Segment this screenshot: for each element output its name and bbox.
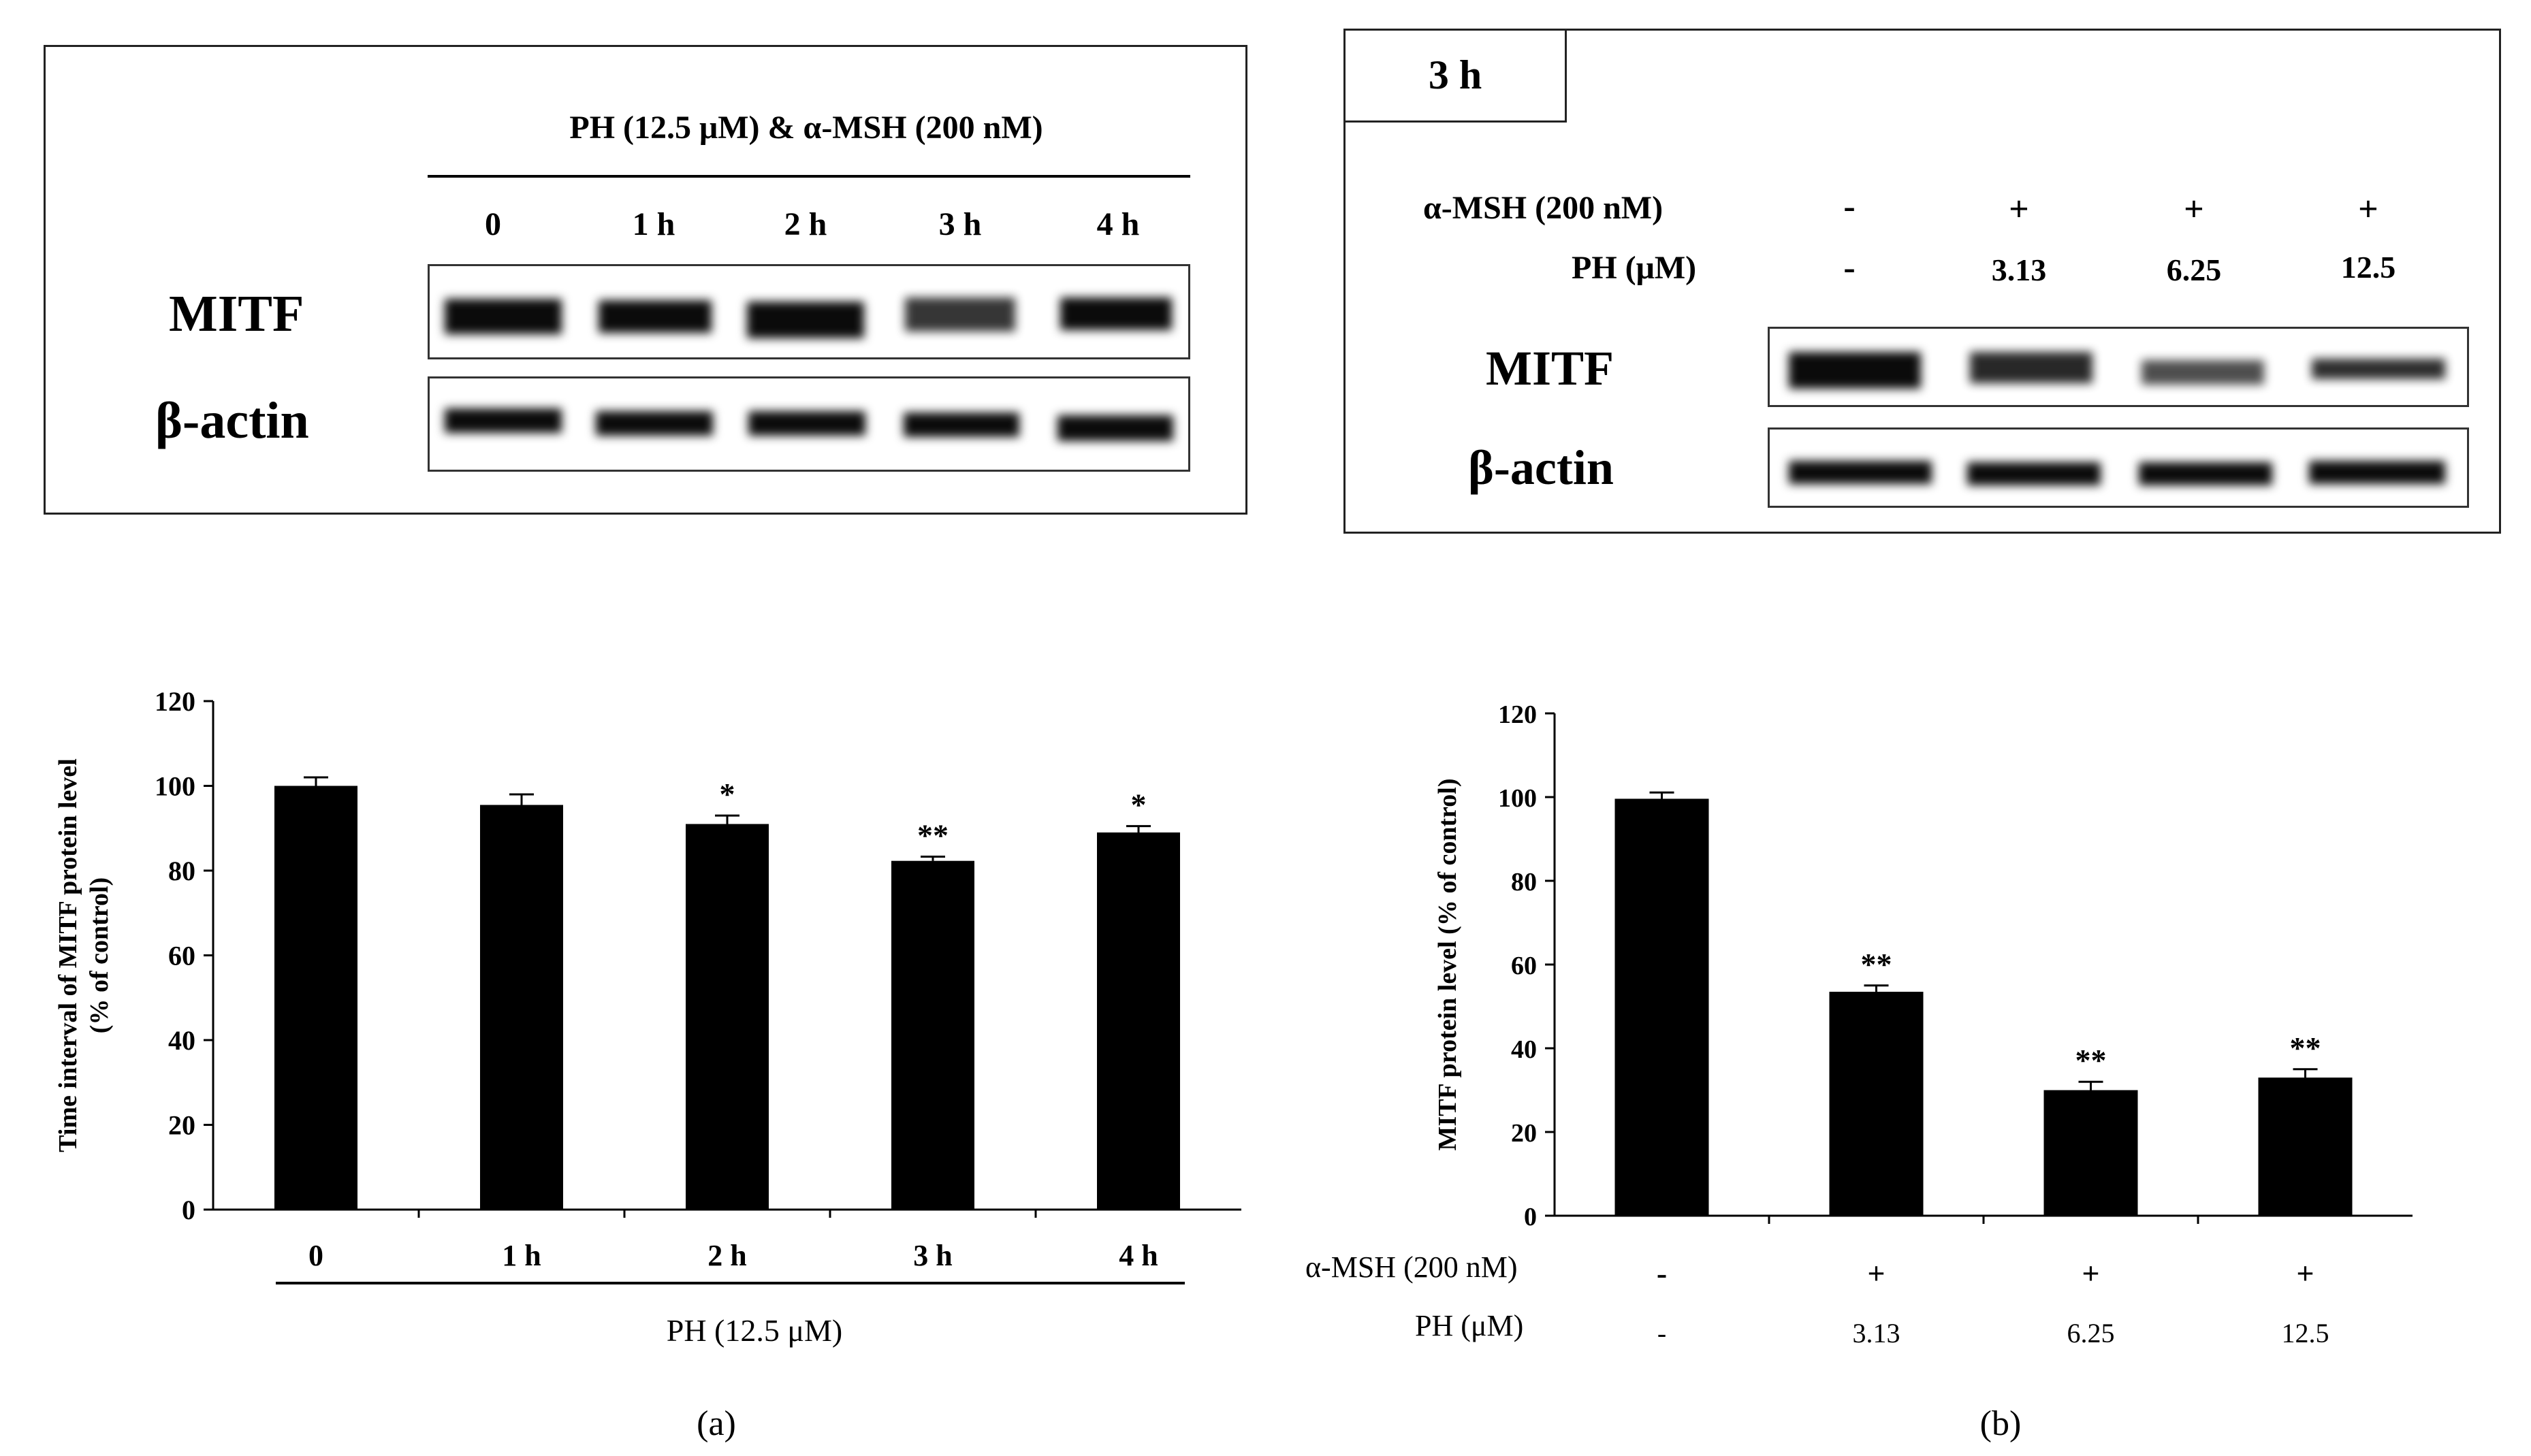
- chart-a-bar: [686, 824, 769, 1210]
- chart-b-bar: [2258, 1078, 2353, 1216]
- blot-a-mitf-band-2: [599, 300, 712, 333]
- chart-a-y-axis-title: (% of control): [85, 877, 114, 1033]
- blot-a-lane-1: 1 h: [632, 206, 675, 242]
- blot-a-treatment-label: PH (12.5 μM) & α-MSH (200 nM): [569, 110, 1043, 146]
- blot-b-mitf-band-2: [1970, 352, 2092, 383]
- blot-b-msh-label: α-MSH (200 nM): [1423, 190, 1664, 226]
- chart-a-significance-marker: **: [917, 818, 949, 852]
- blot-a-actin-band-4: [904, 412, 1019, 437]
- blot-a-mitf-band-1: [445, 299, 562, 334]
- chart-b: 0 20 40 60 80 100 120 - - ** +3.13 ** +6.25 ** +12.5 MI…: [1433, 700, 2413, 1348]
- chart-a-y-tick-label: 0: [182, 1195, 195, 1225]
- chart-b-msh-value: +: [1867, 1256, 1885, 1291]
- chart-b-bar: [2043, 1090, 2138, 1216]
- chart-b-ph-value: 12.5: [2282, 1318, 2329, 1348]
- blot-a-actin-band-1: [445, 408, 562, 433]
- chart-b-y-tick-label: 100: [1498, 784, 1537, 813]
- blot-a-row-actin: β-actin: [155, 392, 309, 449]
- blot-a-actin-band-3: [748, 411, 865, 436]
- chart-a-group-label: PH (12.5 μM): [666, 1313, 843, 1348]
- chart-a-significance-marker: *: [720, 777, 735, 811]
- blot-b-actin-band-3: [2139, 462, 2272, 485]
- caption-b: (b): [1979, 1404, 2022, 1443]
- chart-b-significance-marker: **: [2290, 1031, 2321, 1065]
- chart-a-y-tick-label: 60: [168, 941, 195, 971]
- blot-a-lane-3: 3 h: [938, 206, 982, 242]
- blot-a-lane-4: 4 h: [1096, 206, 1140, 242]
- chart-a-category-label: 2 h: [707, 1239, 746, 1272]
- blot-b-ph-label: PH (μM): [1572, 250, 1697, 286]
- chart-a-category-label: 3 h: [913, 1239, 952, 1272]
- blot-a-actin-band-5: [1057, 415, 1173, 441]
- chart-a-y-tick-label: 80: [168, 856, 195, 886]
- chart-a-y-tick-label: 120: [155, 686, 195, 717]
- chart-a-significance-marker: *: [1131, 788, 1147, 822]
- blot-b-msh-value-3: +: [2184, 190, 2204, 229]
- blot-b-mitf-band-1: [1789, 352, 1921, 389]
- chart-a-y-tick-label: 40: [168, 1025, 195, 1056]
- blot-b-row-actin: β-actin: [1468, 440, 1614, 495]
- chart-b-ph-value: 6.25: [2067, 1318, 2115, 1348]
- blot-a-mitf-band-5: [1060, 297, 1172, 330]
- blot-a-lane-0: 0: [485, 206, 501, 242]
- chart-b-bar: [1614, 798, 1709, 1216]
- blot-b-msh-value-1: -: [1843, 187, 1856, 226]
- blot-b-actin-band-1: [1789, 461, 1932, 484]
- blot-b-actin-band-2: [1967, 462, 2101, 485]
- chart-a-bar: [274, 786, 357, 1210]
- blot-b-msh-value-2: +: [2009, 190, 2029, 229]
- blot-b-actin-band-4: [2309, 461, 2445, 484]
- blot-b-ph-value-2: 3.13: [1991, 253, 2047, 287]
- blot-b-mitf-strip: [1768, 327, 2469, 407]
- blot-b-time-box: [1343, 29, 1567, 123]
- chart-b-y-tick-label: 60: [1511, 952, 1537, 980]
- chart-a-y-tick-label: 100: [155, 771, 195, 802]
- chart-a-bar: [1097, 832, 1180, 1210]
- chart-b-significance-marker: **: [1861, 947, 1892, 982]
- chart-b-significance-marker: **: [2075, 1043, 2107, 1078]
- chart-a-category-label: 1 h: [502, 1239, 541, 1272]
- blot-b-time-label: 3 h: [1428, 52, 1482, 97]
- chart-a-bar: [891, 860, 974, 1210]
- blot-b-ph-value-4: 12.5: [2340, 250, 2396, 285]
- blot-a-treatment-line: [428, 175, 1190, 178]
- blot-a-mitf-strip: [428, 264, 1190, 359]
- chart-a-bar: [480, 805, 563, 1210]
- blot-b-ph-value-1: -: [1843, 248, 1856, 287]
- blot-b-mitf-band-3: [2142, 360, 2264, 385]
- caption-a: (a): [697, 1404, 736, 1443]
- chart-a-group-line: [276, 1282, 1185, 1284]
- chart-b-y-axis-title: MITF protein level (% of control): [1433, 778, 1462, 1150]
- chart-b-y-tick-label: 0: [1524, 1203, 1537, 1231]
- chart-b-y-tick-label: 120: [1498, 700, 1537, 729]
- chart-b-msh-value: +: [2082, 1256, 2099, 1291]
- blot-a-row-mitf: MITF: [169, 285, 304, 342]
- blot-b-ph-value-3: 6.25: [2166, 253, 2222, 287]
- blot-a-actin-strip: [428, 376, 1190, 472]
- blot-b-msh-value-4: +: [2358, 190, 2378, 229]
- blot-b-row-mitf: MITF: [1486, 341, 1614, 395]
- chart-b-msh-row-label: α-MSH (200 nM): [1305, 1250, 1518, 1284]
- chart-a-y-tick-label: 20: [168, 1110, 195, 1141]
- chart-b-y-tick-label: 20: [1511, 1119, 1537, 1148]
- chart-a: 0 20 40 60 80 100 120 0 1 h * 2 h ** 3 h * 4 h Time int…: [54, 686, 1241, 1272]
- chart-a-category-label: 4 h: [1119, 1239, 1158, 1272]
- chart-b-bar: [1829, 991, 1924, 1216]
- chart-b-ph-value: -: [1657, 1318, 1666, 1348]
- chart-b-y-tick-label: 80: [1511, 868, 1537, 896]
- blot-b-mitf-band-4: [2312, 359, 2445, 379]
- chart-a-category-label: 0: [308, 1239, 323, 1272]
- chart-b-y-tick-label: 40: [1511, 1035, 1537, 1064]
- blot-a-mitf-band-3: [747, 302, 864, 338]
- chart-a-y-axis-title: Time interval of MITF protein level: [54, 758, 82, 1152]
- blot-a-lane-2: 2 h: [784, 206, 827, 242]
- blot-a-mitf-band-4: [905, 297, 1015, 331]
- chart-b-msh-value: +: [2296, 1256, 2314, 1291]
- blot-a-actin-band-2: [596, 411, 713, 436]
- chart-b-ph-row-label: PH (μM): [1415, 1309, 1524, 1342]
- chart-b-msh-value: -: [1657, 1256, 1667, 1291]
- blot-b-actin-strip: [1768, 427, 2469, 508]
- chart-b-ph-value: 3.13: [1853, 1318, 1900, 1348]
